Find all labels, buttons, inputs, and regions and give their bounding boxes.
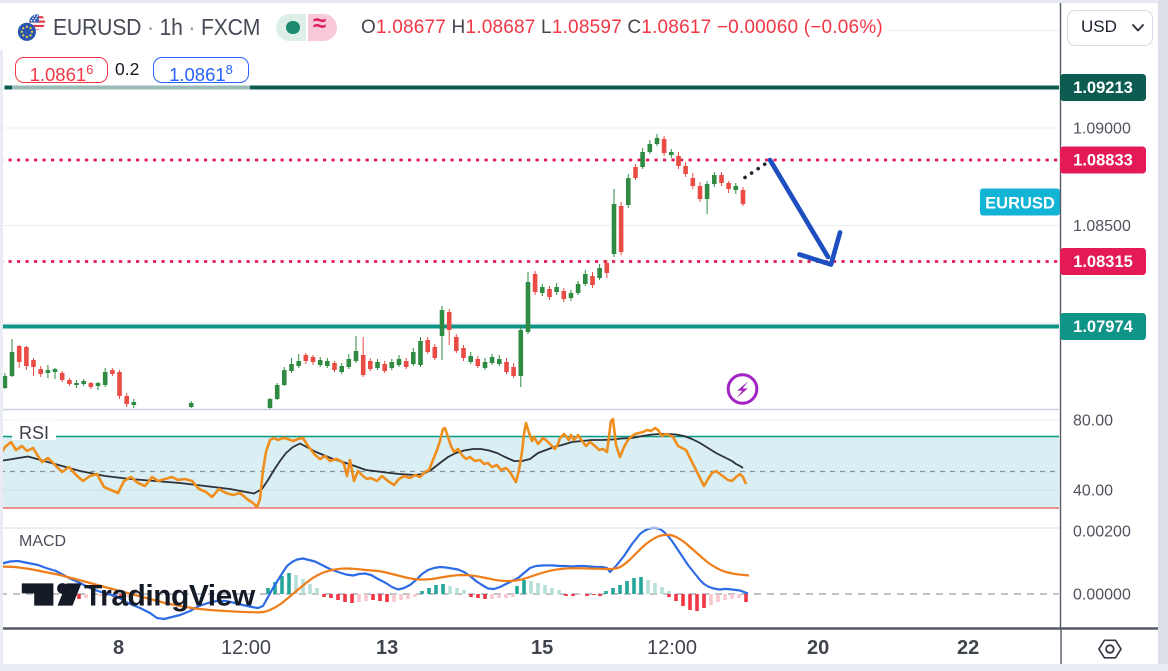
svg-text:1.08500: 1.08500 — [1073, 218, 1131, 235]
svg-text:1.08315: 1.08315 — [1073, 253, 1133, 271]
svg-text:0.00200: 0.00200 — [1073, 524, 1131, 541]
svg-text:1.08833: 1.08833 — [1073, 152, 1133, 170]
svg-text:1.09213: 1.09213 — [1073, 79, 1133, 97]
svg-text:80.00: 80.00 — [1073, 413, 1113, 430]
svg-text:1.07974: 1.07974 — [1073, 318, 1133, 336]
svg-text:TradingView: TradingView — [84, 580, 256, 613]
svg-text:0.00000: 0.00000 — [1073, 587, 1131, 604]
svg-text:EURUSD: EURUSD — [985, 195, 1055, 213]
svg-text:1.09000: 1.09000 — [1073, 121, 1131, 138]
svg-text:40.00: 40.00 — [1073, 483, 1113, 500]
